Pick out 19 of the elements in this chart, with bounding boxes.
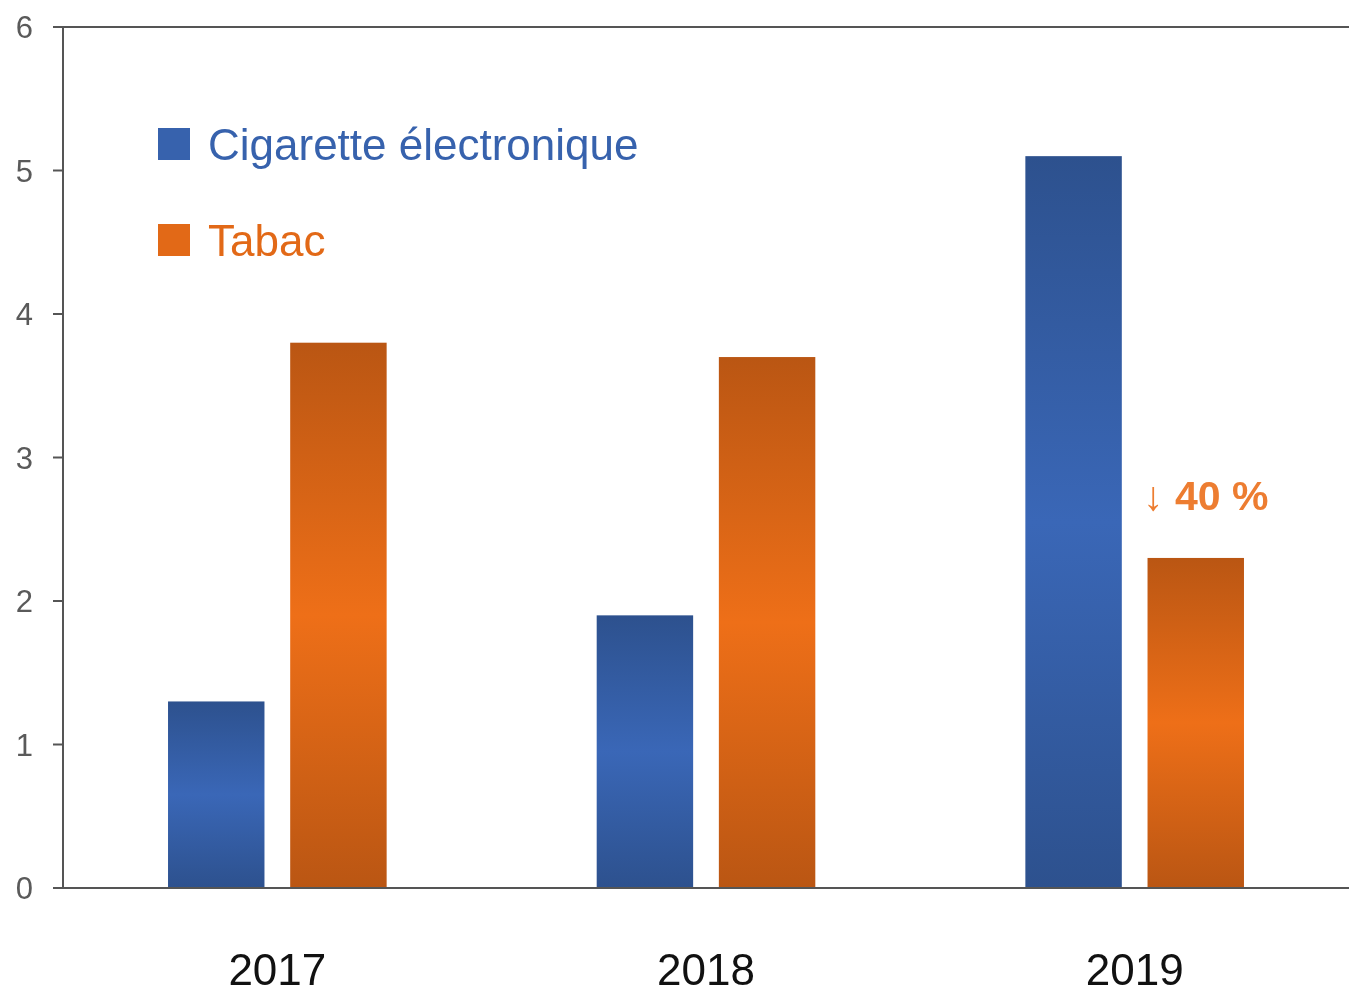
- y-tick-label: 0: [15, 871, 33, 907]
- y-tick-label: 1: [15, 727, 33, 763]
- x-tick-label: 2019: [1085, 945, 1184, 990]
- bar: [596, 615, 694, 888]
- bar: [1025, 156, 1122, 888]
- y-tick-label: 3: [15, 440, 33, 476]
- y-tick-label: 2: [15, 584, 33, 620]
- y-tick-label: 4: [15, 297, 33, 333]
- legend-label: Tabac: [208, 216, 326, 265]
- bar: [290, 342, 387, 888]
- legend-label: Cigarette électronique: [208, 120, 639, 169]
- x-tick-label: 2018: [657, 945, 755, 990]
- y-tick-label: 6: [15, 10, 33, 46]
- annotation: ↓ 40 %: [1143, 473, 1269, 519]
- y-tick-label: 5: [15, 153, 33, 189]
- bar: [168, 701, 265, 888]
- x-tick-label: 2017: [228, 945, 327, 990]
- bar: [718, 357, 816, 888]
- bar: [1147, 557, 1244, 888]
